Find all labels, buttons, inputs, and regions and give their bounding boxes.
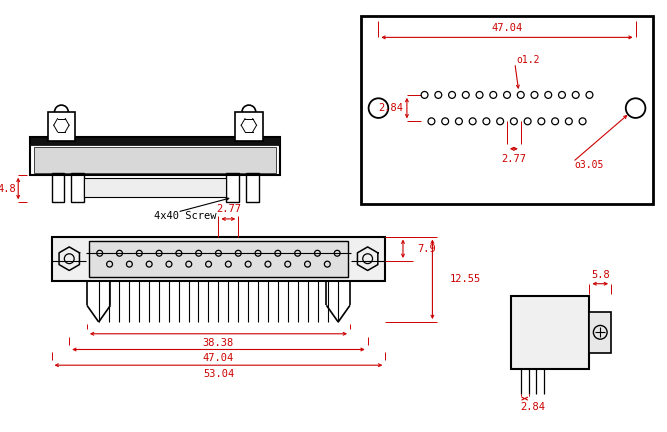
Text: 7.9: 7.9 (418, 244, 436, 254)
Bar (84, 178, 226, 197)
Text: 2.84: 2.84 (520, 402, 545, 413)
Text: 4x40 Screw: 4x40 Screw (154, 211, 216, 221)
Bar (71, 173, 84, 202)
Text: 47.04: 47.04 (492, 22, 523, 32)
Bar (590, 312, 611, 353)
Text: 47.04: 47.04 (203, 353, 234, 363)
Text: 2.77: 2.77 (216, 204, 241, 214)
Bar (361, 16, 653, 204)
Text: 2.84: 2.84 (379, 103, 404, 113)
Bar (226, 173, 239, 202)
Text: o1.2: o1.2 (517, 55, 540, 65)
Bar (246, 173, 259, 202)
Text: 12.55: 12.55 (450, 274, 482, 284)
Bar (511, 295, 590, 369)
Text: 5.8: 5.8 (591, 270, 610, 280)
Text: o3.05: o3.05 (575, 160, 604, 170)
Bar (47, 112, 75, 141)
Bar (30, 137, 280, 145)
Bar (235, 112, 263, 141)
Text: 2.77: 2.77 (502, 154, 526, 164)
Bar (51, 173, 64, 202)
Text: 4.8: 4.8 (0, 184, 16, 194)
Bar (89, 241, 348, 277)
Text: 53.04: 53.04 (203, 369, 234, 379)
Bar (51, 237, 386, 281)
Text: 38.38: 38.38 (203, 338, 234, 348)
Bar (34, 147, 276, 173)
Bar (30, 137, 280, 175)
